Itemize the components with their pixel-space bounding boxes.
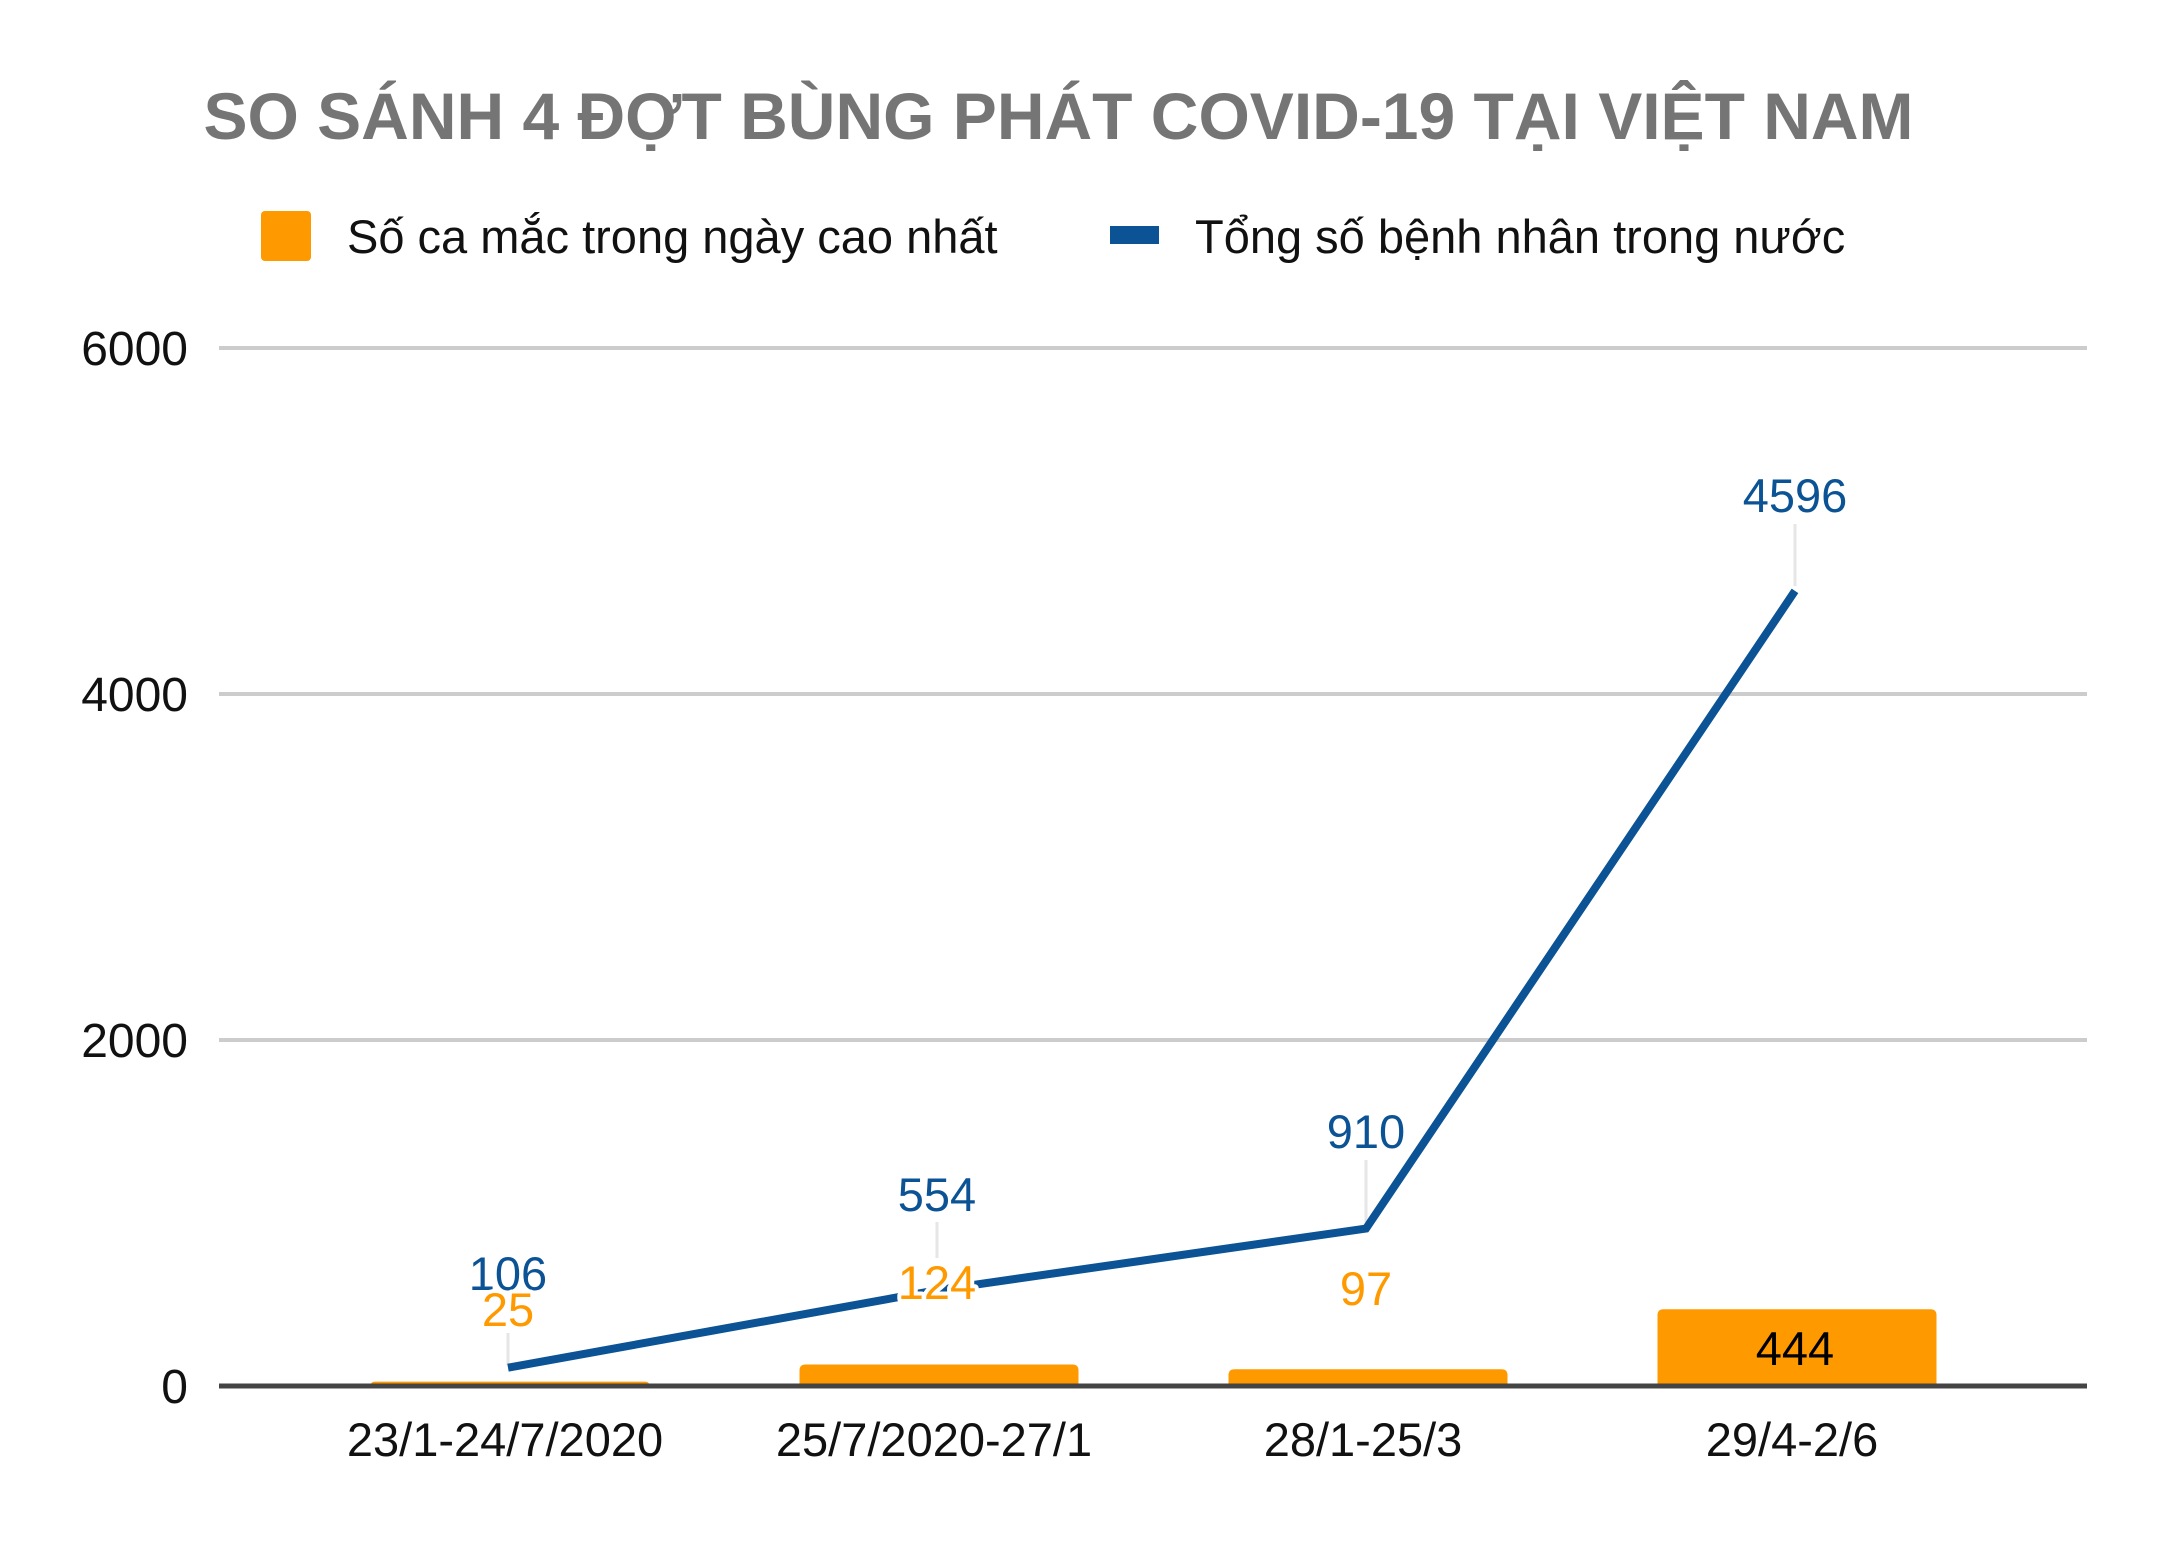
bar-data-label: 25 (482, 1283, 534, 1336)
x-tick-label: 23/1-24/7/2020 (347, 1413, 663, 1466)
x-axis-ticks: 23/1-24/7/2020 25/7/2020-27/1 28/1-25/3 29/… (347, 1413, 1878, 1466)
line-data-label: 910 (1327, 1105, 1405, 1158)
data-labels: 106 554 910 4596 25 124 97 444 (465, 465, 1851, 1375)
y-tick-label: 6000 (81, 323, 188, 376)
y-tick-label: 4000 (81, 669, 188, 722)
bar-data-label: 444 (1756, 1322, 1834, 1375)
x-tick-label: 29/4-2/6 (1706, 1413, 1878, 1466)
legend-label: Số ca mắc trong ngày cao nhất (347, 209, 998, 263)
legend-item-daily-max: Số ca mắc trong ngày cao nhất (261, 206, 998, 266)
bar (1657, 1309, 1937, 1386)
chart-title: SO SÁNH 4 ĐỢT BÙNG PHÁT COVID-19 TẠI VIỆ… (203, 79, 1914, 153)
gridlines (219, 346, 2087, 1042)
bar-data-label: 124 (898, 1256, 976, 1309)
legend-item-total-patients: Tổng số bệnh nhân trong nước (1110, 206, 1845, 266)
line-data-label: 4596 (1743, 469, 1848, 522)
y-tick-label: 2000 (81, 1015, 188, 1068)
y-axis-ticks: 0 2000 4000 6000 (81, 323, 188, 1414)
x-tick-label: 25/7/2020-27/1 (776, 1413, 1092, 1466)
bar-data-label: 97 (1340, 1262, 1392, 1315)
line-swatch-icon (1110, 226, 1159, 244)
bar (1228, 1369, 1508, 1386)
bar (799, 1364, 1079, 1386)
line-data-label: 554 (898, 1168, 976, 1221)
x-tick-label: 28/1-25/3 (1264, 1413, 1463, 1466)
label-leader-lines (506, 524, 1797, 1365)
square-swatch-icon (261, 211, 311, 261)
line-data-label: 106 (469, 1247, 547, 1300)
legend-label: Tổng số bệnh nhân trong nước (1195, 209, 1846, 263)
y-tick-label: 0 (161, 1361, 188, 1414)
line-series (507, 588, 1799, 1372)
